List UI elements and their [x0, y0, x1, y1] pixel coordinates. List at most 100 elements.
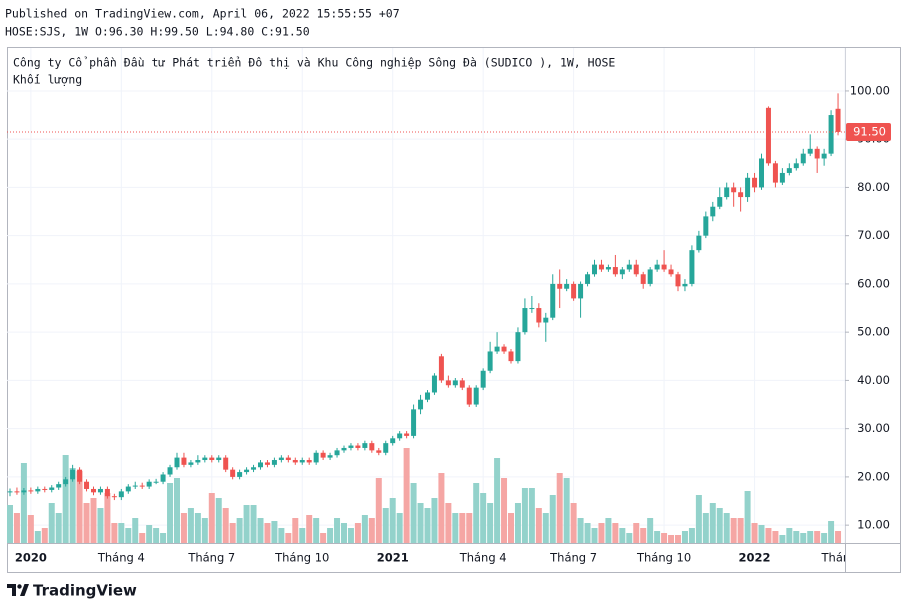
- candle-body: [814, 148, 820, 159]
- volume-bar: [584, 523, 591, 543]
- volume-bar: [320, 533, 327, 543]
- candle-body: [97, 488, 103, 493]
- candle-body: [821, 153, 827, 159]
- volume-bar: [688, 528, 695, 543]
- volume-bar: [633, 523, 640, 543]
- candle-body: [696, 235, 702, 251]
- volume-bar: [466, 513, 473, 543]
- candle-body: [244, 469, 250, 473]
- volume-bar: [180, 513, 187, 543]
- candle-body: [445, 380, 451, 386]
- candle-body: [313, 452, 319, 463]
- volume-bar: [494, 458, 501, 543]
- volume-bar: [375, 478, 382, 543]
- candle-body: [473, 387, 479, 405]
- volume-bar: [278, 528, 285, 543]
- volume-bar: [20, 463, 27, 543]
- candle-body: [724, 187, 730, 198]
- candle-body: [550, 283, 556, 318]
- volume-bar: [285, 533, 292, 543]
- volume-bar: [292, 518, 299, 543]
- volume-bar: [7, 505, 13, 543]
- volume-bar: [132, 518, 139, 543]
- candle-body: [731, 187, 737, 193]
- volume-bar: [271, 521, 278, 543]
- volume-bar: [403, 448, 410, 543]
- candle-body: [668, 269, 674, 275]
- y-tick-label: 40.00: [857, 373, 890, 387]
- candle-body: [348, 445, 354, 448]
- candle-body: [14, 491, 20, 493]
- volume-bar: [772, 531, 779, 543]
- candle-body: [132, 485, 138, 487]
- candle-body: [710, 206, 716, 217]
- y-tick-label: 30.00: [857, 421, 890, 435]
- volume-bar: [187, 508, 194, 543]
- candle-body: [418, 399, 424, 410]
- volume-bar: [313, 518, 320, 543]
- candle-body: [689, 250, 695, 284]
- x-tick-label: Tháng 4: [97, 551, 145, 565]
- volume-bar: [800, 533, 807, 543]
- volume-bar: [125, 528, 132, 543]
- candle-body: [195, 460, 201, 463]
- volume-bar: [807, 531, 814, 543]
- candle-body: [21, 490, 27, 493]
- candle-body: [188, 462, 194, 465]
- candle-body: [501, 346, 507, 352]
- candle-body: [56, 484, 62, 488]
- candle-body: [619, 269, 625, 275]
- candle-body: [508, 351, 514, 362]
- volume-bar: [194, 513, 201, 543]
- volume-bar: [111, 523, 118, 543]
- volume-bar: [34, 531, 41, 543]
- candle-body: [411, 409, 417, 436]
- candle-body: [717, 197, 723, 207]
- volume-bar: [417, 503, 424, 543]
- volume-bar: [542, 513, 549, 543]
- volume-bar: [396, 513, 403, 543]
- volume-bar: [514, 503, 521, 543]
- candle-body: [299, 460, 305, 463]
- volume-bar: [146, 525, 153, 543]
- candle-body: [35, 488, 41, 492]
- candle-layer: [7, 93, 841, 501]
- candle-body: [306, 460, 312, 463]
- volume-bar: [647, 518, 654, 543]
- volume-bar: [758, 525, 765, 543]
- volume-bar: [751, 523, 758, 543]
- volume-bar: [716, 508, 723, 543]
- volume-bar: [591, 528, 598, 543]
- candle-body: [835, 108, 841, 132]
- candle-body: [438, 356, 444, 381]
- candle-body: [779, 172, 785, 183]
- brand: TradingView: [33, 582, 137, 600]
- candle-body: [167, 467, 173, 475]
- volume-bar: [793, 531, 800, 543]
- candle-body: [230, 469, 236, 477]
- candle-body: [752, 177, 758, 188]
- candle-body: [257, 462, 263, 468]
- volume-bar: [473, 483, 480, 543]
- volume-bar: [681, 531, 688, 543]
- volume-bar: [765, 528, 772, 543]
- logo-mark: [7, 584, 16, 596]
- volume-bar: [556, 473, 563, 543]
- volume-bar: [438, 473, 445, 543]
- candle-body: [104, 488, 110, 497]
- volume-bar: [104, 493, 111, 543]
- volume-bar: [654, 531, 661, 543]
- volume-bar: [828, 521, 835, 543]
- volume-bar: [452, 513, 459, 543]
- candle-body: [118, 491, 124, 498]
- candle-body: [49, 487, 55, 490]
- candle-body: [390, 438, 396, 444]
- volume-bar: [201, 518, 208, 543]
- volume-bar: [445, 503, 452, 543]
- candle-body: [383, 443, 389, 453]
- volume-bar: [487, 503, 494, 543]
- candle-body: [591, 264, 597, 275]
- volume-bar: [709, 503, 716, 543]
